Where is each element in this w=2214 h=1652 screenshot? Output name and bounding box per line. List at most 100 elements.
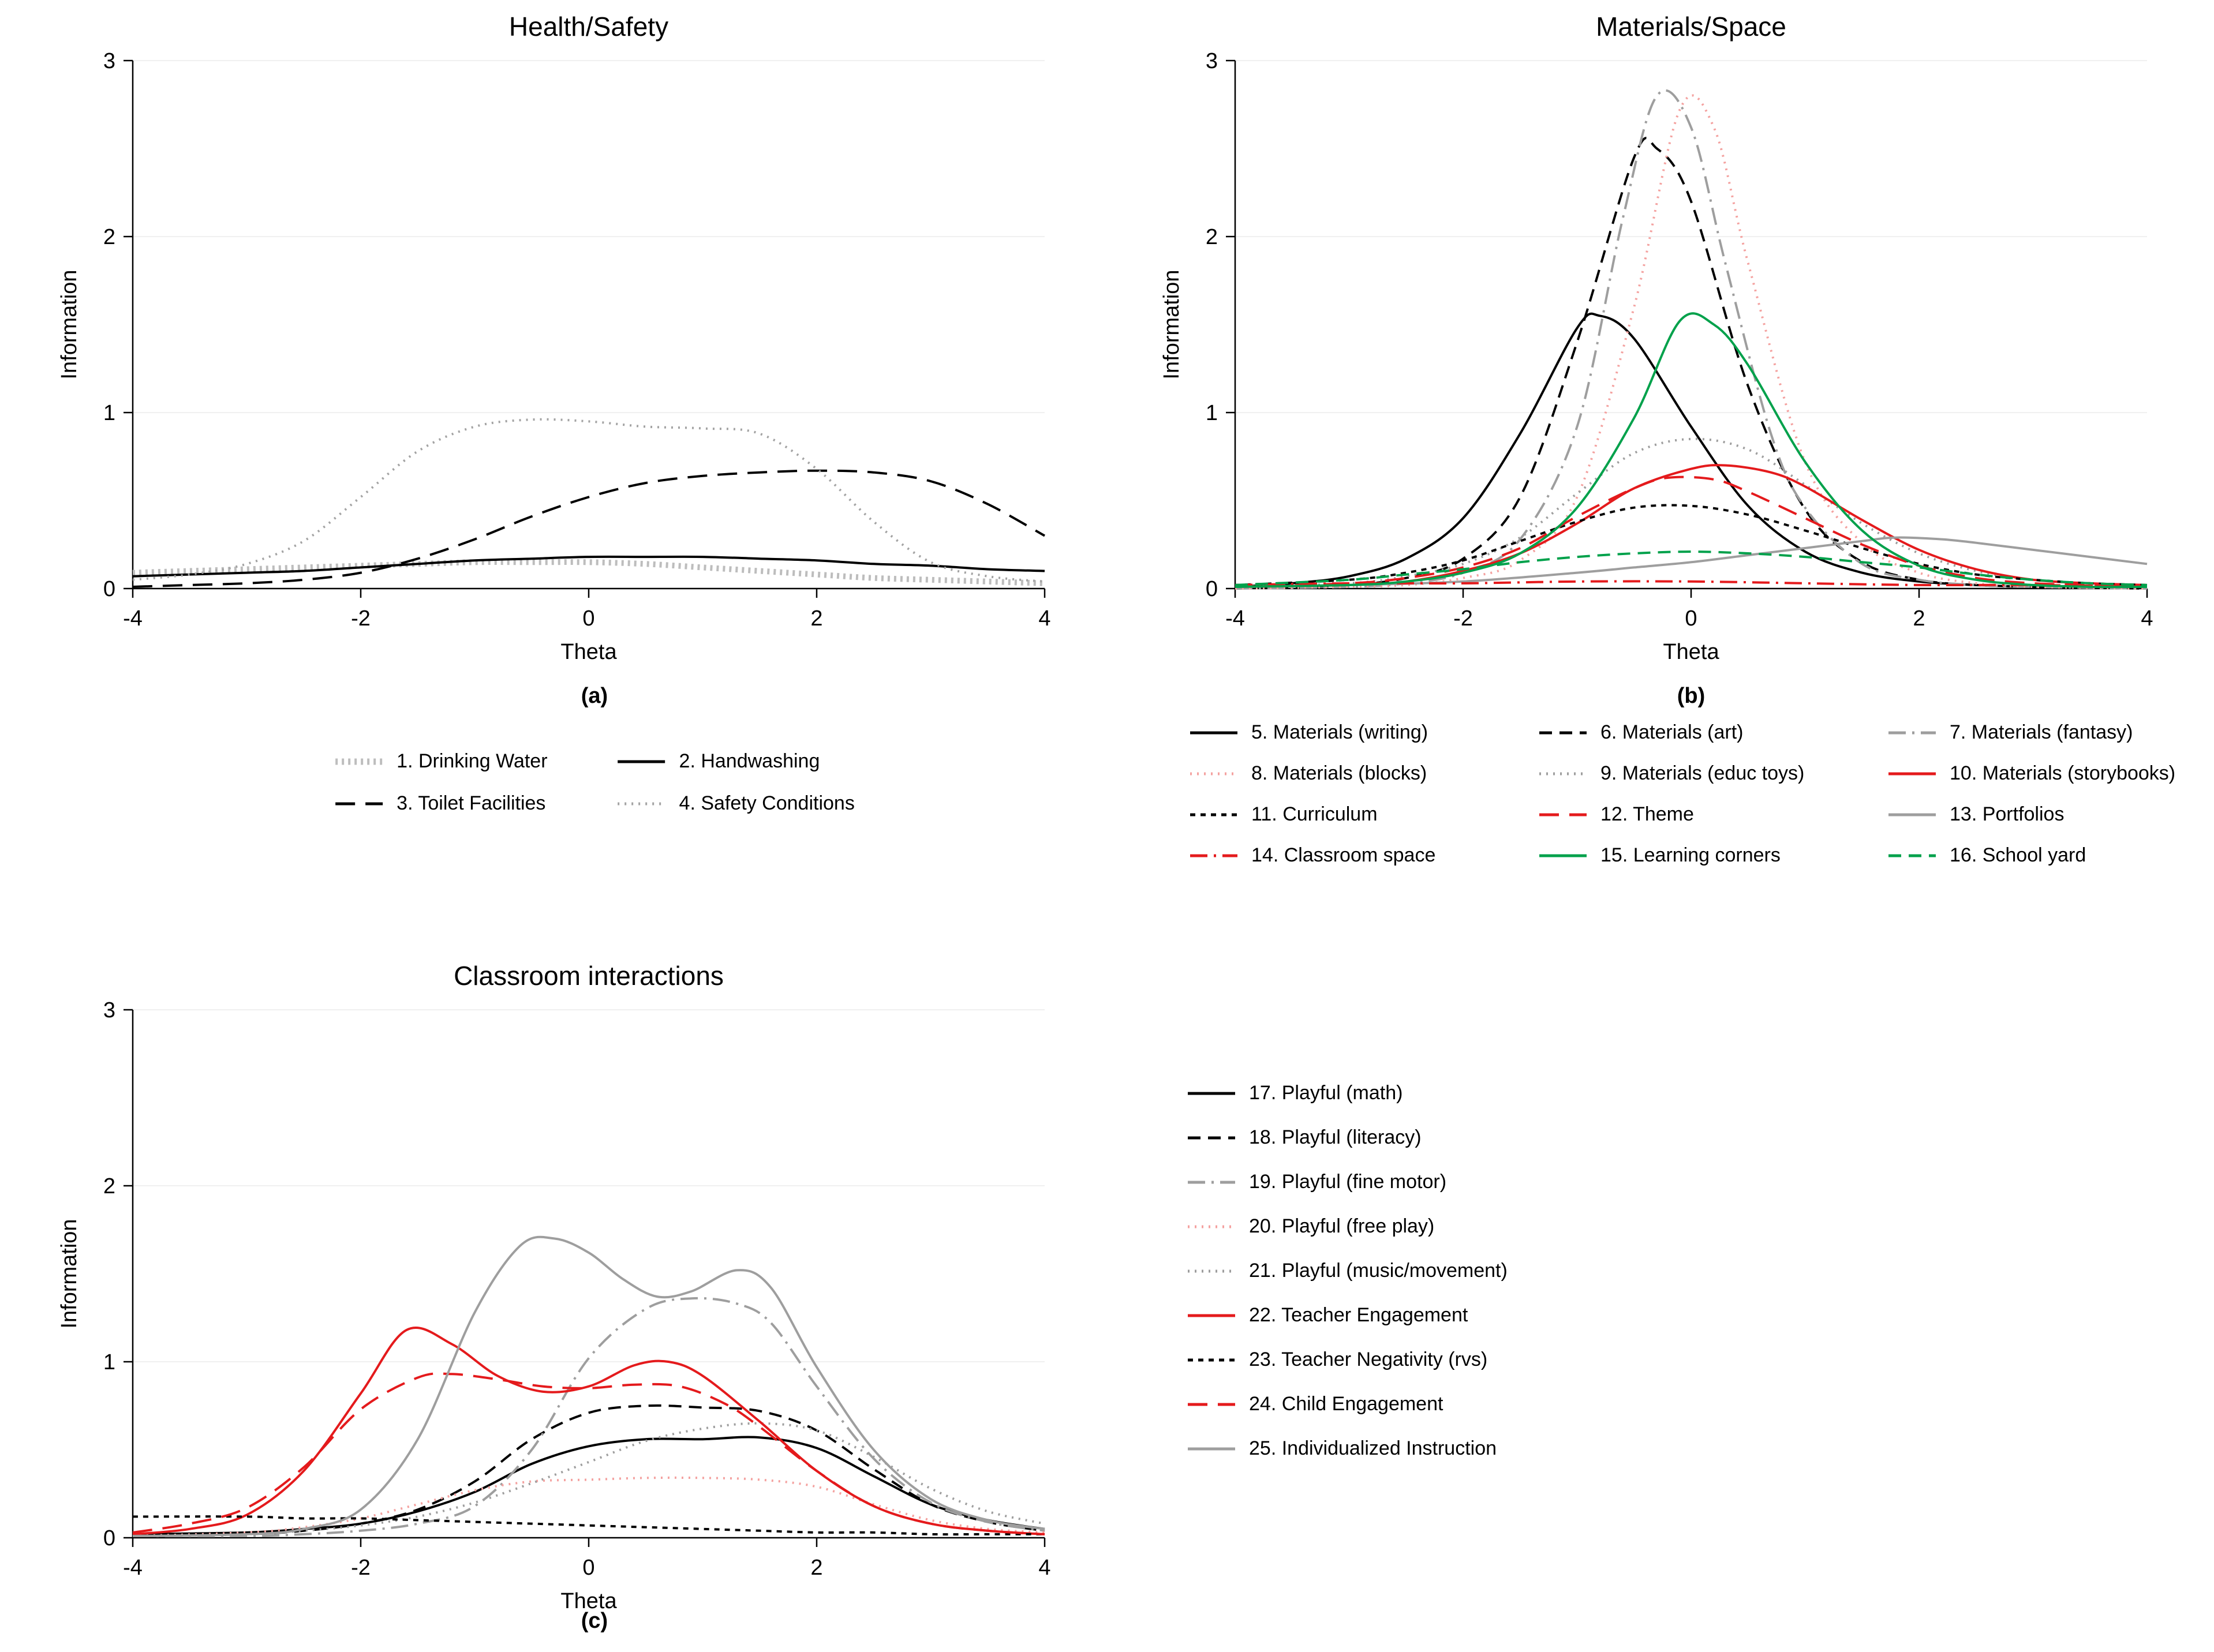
legend-marker-15 — [1539, 854, 1587, 857]
chart-title: Health/Safety — [509, 12, 668, 42]
legend-marker-4 — [618, 802, 665, 805]
legend-health-safety: 1. Drinking Water 2. Handwashing 3. Toilet… — [334, 750, 855, 815]
legend-label-10: 10. Materials (storybooks) — [1950, 762, 2176, 784]
legend-label-9: 9. Materials (educ toys) — [1600, 762, 1805, 784]
x-tick-label: -2 — [1453, 606, 1473, 631]
panel-letter-c: (c) — [581, 1609, 608, 1633]
legend-item-2: 2. Handwashing — [617, 750, 855, 773]
series-line-16 — [1235, 550, 2148, 586]
y-axis-label: Information — [57, 1219, 81, 1328]
series-line-23 — [132, 1515, 1045, 1536]
series-line-7 — [1235, 89, 2148, 590]
x-tick-label: 0 — [582, 606, 594, 631]
y-tick-label: 0 — [103, 1526, 115, 1550]
x-tick-label: -2 — [351, 606, 371, 631]
legend-label-18: 18. Playful (literacy) — [1249, 1126, 1422, 1148]
legend-item-22: 22. Teacher Engagement — [1187, 1304, 1508, 1327]
health-safety-chart: Health/Safety 0 1 2 3 -4 -2 0 2 4 Theta Information — [57, 12, 1051, 664]
legend-marker-25 — [1188, 1447, 1235, 1450]
legend-marker-10 — [1888, 772, 1936, 775]
legend-marker-9 — [1539, 772, 1587, 775]
legend-item-21: 21. Playful (music/movement) — [1187, 1260, 1508, 1282]
x-tick-label: -4 — [123, 1556, 143, 1580]
legend-item-9: 9. Materials (educ toys) — [1538, 762, 1876, 785]
panel-letter-a: (a) — [581, 684, 608, 708]
series-line-19 — [132, 1297, 1045, 1538]
legend-item-10: 10. Materials (storybooks) — [1887, 762, 2175, 785]
legend-label-12: 12. Theme — [1600, 803, 1694, 825]
series-line-24 — [132, 1372, 1045, 1535]
legend-item-13: 13. Portfolios — [1887, 803, 2175, 826]
y-tick-label: 0 — [1206, 577, 1218, 601]
legend-marker-24 — [1188, 1403, 1235, 1406]
x-tick-label: 4 — [2141, 606, 2153, 631]
series-line-3 — [132, 469, 1045, 588]
series-line-20 — [132, 1476, 1045, 1537]
series-line-10 — [1235, 464, 2148, 588]
y-axis-label: Information — [57, 269, 81, 379]
x-tick-label: -4 — [1225, 606, 1245, 631]
legend-marker-20 — [1188, 1225, 1235, 1228]
series-line-14 — [1235, 580, 2148, 588]
legend-item-1: 1. Drinking Water — [334, 750, 548, 773]
legend-label-4: 4. Safety Conditions — [679, 792, 855, 814]
series-line-11 — [1235, 504, 2148, 586]
y-tick-label: 3 — [103, 998, 115, 1022]
panel-health-safety: Health/Safety 0 1 2 3 -4 -2 0 2 4 Theta Information — [52, 6, 1068, 672]
legend-marker-8 — [1190, 772, 1237, 775]
series-line-6 — [1235, 137, 2148, 590]
y-tick-label: 1 — [1206, 401, 1218, 425]
legend-label-14: 14. Classroom space — [1251, 844, 1436, 866]
legend-label-8: 8. Materials (blocks) — [1251, 762, 1427, 784]
y-tick-label: 2 — [103, 1174, 115, 1198]
legend-label-22: 22. Teacher Engagement — [1249, 1304, 1468, 1326]
x-axis-label: Theta — [560, 1589, 617, 1613]
y-tick-label: 2 — [103, 225, 115, 249]
y-tick-label: 3 — [103, 49, 115, 73]
legend-item-17: 17. Playful (math) — [1187, 1082, 1508, 1104]
y-tick-label: 1 — [103, 401, 115, 425]
legend-item-5: 5. Materials (writing) — [1189, 721, 1527, 744]
legend-label-11: 11. Curriculum — [1251, 803, 1378, 825]
series-line-8 — [1235, 94, 2148, 590]
legend-marker-2 — [618, 760, 665, 763]
legend-item-23: 23. Teacher Negativity (rvs) — [1187, 1348, 1508, 1371]
legend-item-11: 11. Curriculum — [1189, 803, 1527, 826]
legend-marker-6 — [1539, 731, 1587, 734]
legend-item-14: 14. Classroom space — [1189, 844, 1527, 867]
legend-label-2: 2. Handwashing — [679, 750, 820, 772]
x-tick-label: 0 — [1685, 606, 1697, 631]
series-line-9 — [1235, 437, 2148, 588]
legend-marker-17 — [1188, 1092, 1235, 1095]
y-tick-label: 1 — [103, 1350, 115, 1374]
legend-marker-22 — [1188, 1314, 1235, 1317]
series-line-5 — [1235, 312, 2148, 589]
x-tick-label: 2 — [1913, 606, 1925, 631]
legend-label-17: 17. Playful (math) — [1249, 1082, 1403, 1104]
legend-marker-23 — [1188, 1358, 1235, 1361]
legend-item-4: 4. Safety Conditions — [617, 792, 855, 815]
series-line-25 — [132, 1235, 1045, 1537]
legend-item-12: 12. Theme — [1538, 803, 1876, 826]
legend-item-25: 25. Individualized Instruction — [1187, 1437, 1508, 1460]
legend-item-24: 24. Child Engagement — [1187, 1393, 1508, 1415]
legend-marker-21 — [1188, 1269, 1235, 1272]
legend-item-20: 20. Playful (free play) — [1187, 1215, 1508, 1238]
legend-label-25: 25. Individualized Instruction — [1249, 1437, 1497, 1459]
legend-marker-13 — [1888, 813, 1936, 816]
legend-marker-7 — [1888, 731, 1936, 734]
series-line-13 — [1235, 536, 2148, 588]
panel-materials-space: Materials/Space 0 1 2 3 -4 -2 0 2 4 Theta Informati… — [1154, 6, 2170, 672]
panel-letter-b: (b) — [1677, 684, 1706, 708]
y-tick-label: 0 — [103, 577, 115, 601]
y-axis-label: Information — [1160, 269, 1184, 379]
x-tick-label: -4 — [123, 606, 143, 631]
y-tick-label: 2 — [1206, 225, 1218, 249]
legend-label-23: 23. Teacher Negativity (rvs) — [1249, 1348, 1488, 1370]
series-line-12 — [1235, 475, 2148, 588]
x-axis-label: Theta — [560, 640, 617, 664]
legend-label-5: 5. Materials (writing) — [1251, 721, 1428, 743]
legend-materials-space: 5. Materials (writing) 6. Materials (art)… — [1189, 721, 2175, 867]
x-tick-label: -2 — [351, 1556, 371, 1580]
